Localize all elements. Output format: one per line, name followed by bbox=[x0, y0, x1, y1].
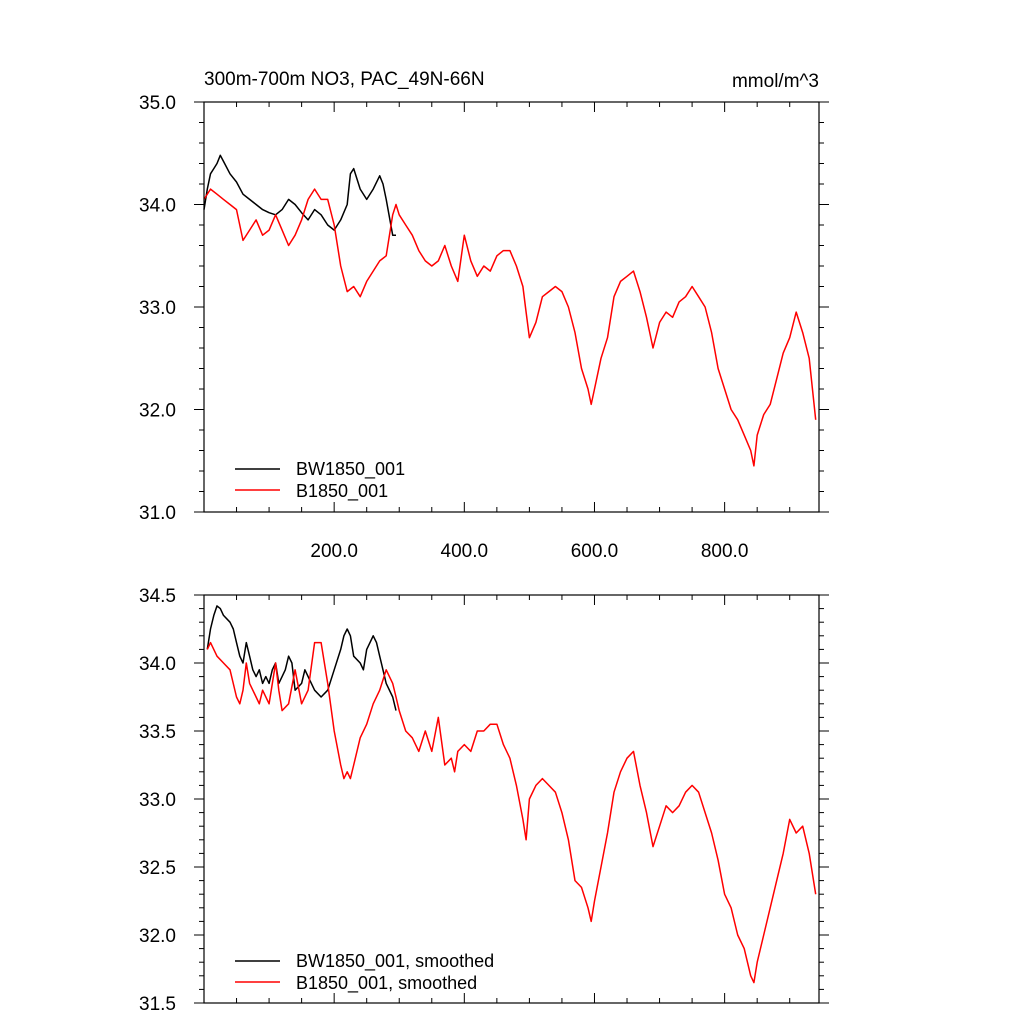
legend-label-b1850: B1850_001 bbox=[296, 481, 388, 502]
top-plot-frame bbox=[203, 101, 820, 513]
bottom-axes-group: 31.5 32.0 32.5 33.0 33.5 34.0 34.5 bbox=[139, 586, 829, 1015]
bottom-y-tick-label: 32.5 bbox=[139, 858, 176, 879]
top-y-tick-label: 34.0 bbox=[139, 196, 176, 217]
bottom-legend: BW1850_001, smoothed B1850_001, smoothed bbox=[235, 951, 494, 994]
bottom-y-tick-label: 31.5 bbox=[139, 994, 176, 1015]
bottom-series-line-bw1850 bbox=[206, 605, 397, 711]
top-y-tick-label: 35.0 bbox=[139, 93, 176, 114]
top-chart-panel: 300m-700m NO3, PAC_49N-66N mmol/m^3 200.… bbox=[139, 69, 829, 562]
top-legend: BW1850_001 B1850_001 bbox=[235, 459, 405, 502]
top-x-tick-label: 400.0 bbox=[441, 541, 489, 562]
bottom-y-tick-label: 33.5 bbox=[139, 722, 176, 743]
bottom-y-tick-label: 34.5 bbox=[139, 586, 176, 607]
legend-label-bw1850-smoothed: BW1850_001, smoothed bbox=[296, 951, 494, 972]
legend-label-bw1850: BW1850_001 bbox=[296, 459, 405, 480]
top-x-tick-label: 600.0 bbox=[571, 541, 619, 562]
units-label: mmol/m^3 bbox=[732, 71, 819, 92]
bottom-plot-frame bbox=[203, 594, 820, 1004]
bottom-series-line-b1850 bbox=[206, 641, 817, 984]
top-x-tick-label: 800.0 bbox=[701, 541, 749, 562]
chart-title: 300m-700m NO3, PAC_49N-66N bbox=[204, 69, 485, 90]
bottom-y-tick-label: 32.0 bbox=[139, 926, 176, 947]
top-y-tick-label: 33.0 bbox=[139, 298, 176, 319]
bottom-y-tick-label: 34.0 bbox=[139, 654, 176, 675]
bottom-y-tick-label: 33.0 bbox=[139, 790, 176, 811]
top-x-tick-label: 200.0 bbox=[310, 541, 358, 562]
bottom-series-group bbox=[206, 605, 817, 984]
top-series-line-bw1850 bbox=[203, 154, 396, 236]
top-series-line-b1850 bbox=[203, 188, 817, 467]
top-y-tick-label: 32.0 bbox=[139, 401, 176, 422]
top-axes-group: 200.0 400.0 600.0 800.0 31.0 32.0 33.0 34.0 35.0 bbox=[139, 93, 829, 562]
top-series-group bbox=[203, 154, 817, 467]
top-y-tick-label: 31.0 bbox=[139, 503, 176, 524]
bottom-chart-panel: 31.5 32.0 32.5 33.0 33.5 34.0 34.5 BW1850_001,… bbox=[139, 586, 829, 1015]
legend-label-b1850-smoothed: B1850_001, smoothed bbox=[296, 973, 477, 994]
